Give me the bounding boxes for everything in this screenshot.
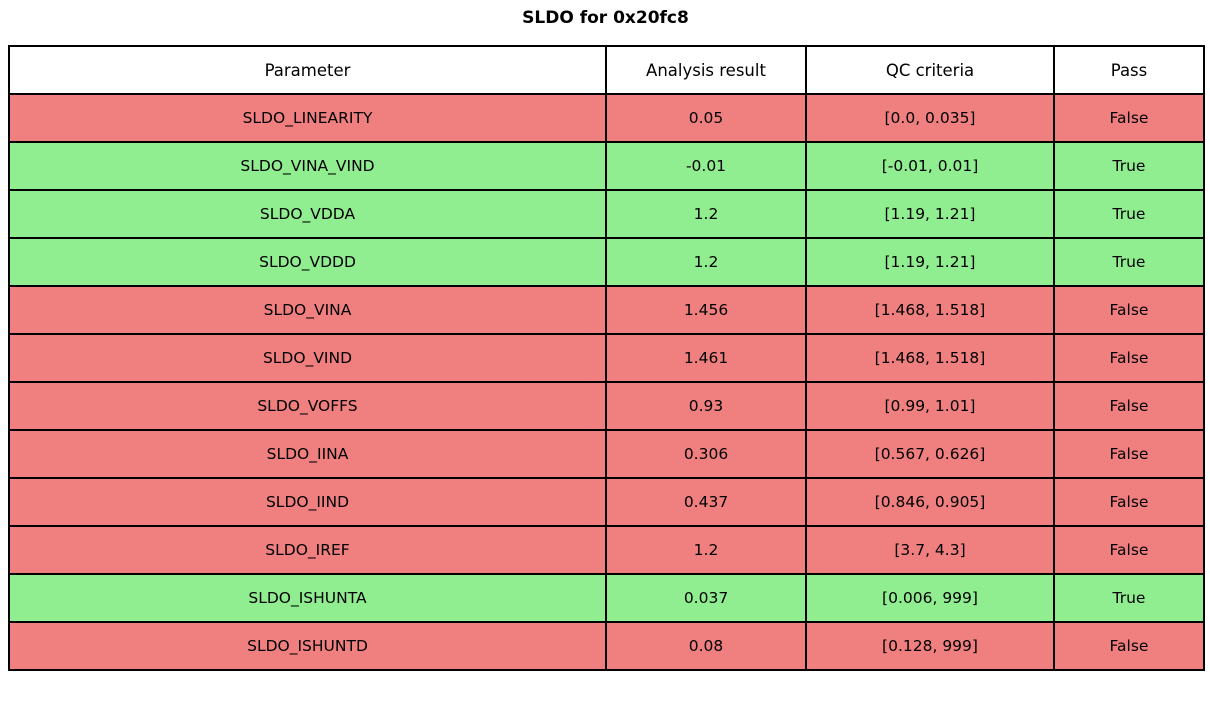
pass-cell: False <box>1053 525 1205 575</box>
table-row: SLDO_IINA 0.306 [0.567, 0.626] False <box>8 429 1205 479</box>
qc-criteria-cell: [0.99, 1.01] <box>805 381 1055 431</box>
pass-cell: False <box>1053 477 1205 527</box>
qc-criteria-cell: [3.7, 4.3] <box>805 525 1055 575</box>
parameter-cell: SLDO_LINEARITY <box>8 93 607 143</box>
qc-criteria-cell: [-0.01, 0.01] <box>805 141 1055 191</box>
qc-criteria-cell: [1.468, 1.518] <box>805 333 1055 383</box>
analysis-result-cell: 1.2 <box>605 189 807 239</box>
table-row: SLDO_VIND 1.461 [1.468, 1.518] False <box>8 333 1205 383</box>
parameter-cell: SLDO_VDDA <box>8 189 607 239</box>
column-header-parameter: Parameter <box>8 45 607 95</box>
qc-criteria-cell: [0.846, 0.905] <box>805 477 1055 527</box>
analysis-result-cell: 0.306 <box>605 429 807 479</box>
parameter-cell: SLDO_VDDD <box>8 237 607 287</box>
pass-cell: False <box>1053 381 1205 431</box>
header-row: Parameter Analysis result QC criteria Pa… <box>8 45 1205 95</box>
pass-cell: True <box>1053 237 1205 287</box>
qc-results-table: Parameter Analysis result QC criteria Pa… <box>8 45 1205 671</box>
pass-cell: True <box>1053 573 1205 623</box>
analysis-result-cell: 1.456 <box>605 285 807 335</box>
parameter-cell: SLDO_IIND <box>8 477 607 527</box>
analysis-result-cell: 1.461 <box>605 333 807 383</box>
column-header-qc-criteria: QC criteria <box>805 45 1055 95</box>
column-header-analysis-result: Analysis result <box>605 45 807 95</box>
qc-criteria-cell: [0.006, 999] <box>805 573 1055 623</box>
pass-cell: False <box>1053 333 1205 383</box>
table-row: SLDO_LINEARITY 0.05 [0.0, 0.035] False <box>8 93 1205 143</box>
table-row: SLDO_VINA 1.456 [1.468, 1.518] False <box>8 285 1205 335</box>
qc-criteria-cell: [1.468, 1.518] <box>805 285 1055 335</box>
table-row: SLDO_VDDD 1.2 [1.19, 1.21] True <box>8 237 1205 287</box>
pass-cell: False <box>1053 93 1205 143</box>
table-row: SLDO_VOFFS 0.93 [0.99, 1.01] False <box>8 381 1205 431</box>
table-body: SLDO_LINEARITY 0.05 [0.0, 0.035] False SLDO_… <box>8 93 1205 671</box>
table-row: SLDO_ISHUNTD 0.08 [0.128, 999] False <box>8 621 1205 671</box>
parameter-cell: SLDO_IINA <box>8 429 607 479</box>
page-title: SLDO for 0x20fc8 <box>522 8 689 28</box>
analysis-result-cell: 1.2 <box>605 525 807 575</box>
qc-criteria-cell: [1.19, 1.21] <box>805 189 1055 239</box>
table-row: SLDO_ISHUNTA 0.037 [0.006, 999] True <box>8 573 1205 623</box>
qc-criteria-cell: [0.567, 0.626] <box>805 429 1055 479</box>
table-row: SLDO_IIND 0.437 [0.846, 0.905] False <box>8 477 1205 527</box>
parameter-cell: SLDO_ISHUNTA <box>8 573 607 623</box>
qc-criteria-cell: [1.19, 1.21] <box>805 237 1055 287</box>
analysis-result-cell: 0.437 <box>605 477 807 527</box>
table-row: SLDO_VINA_VIND -0.01 [-0.01, 0.01] True <box>8 141 1205 191</box>
analysis-result-cell: -0.01 <box>605 141 807 191</box>
parameter-cell: SLDO_VIND <box>8 333 607 383</box>
analysis-result-cell: 0.08 <box>605 621 807 671</box>
analysis-result-cell: 0.05 <box>605 93 807 143</box>
parameter-cell: SLDO_VINA <box>8 285 607 335</box>
parameter-cell: SLDO_IREF <box>8 525 607 575</box>
table-row: SLDO_IREF 1.2 [3.7, 4.3] False <box>8 525 1205 575</box>
parameter-cell: SLDO_VOFFS <box>8 381 607 431</box>
pass-cell: False <box>1053 285 1205 335</box>
pass-cell: True <box>1053 141 1205 191</box>
parameter-cell: SLDO_ISHUNTD <box>8 621 607 671</box>
qc-criteria-cell: [0.128, 999] <box>805 621 1055 671</box>
pass-cell: True <box>1053 189 1205 239</box>
analysis-result-cell: 1.2 <box>605 237 807 287</box>
table-row: SLDO_VDDA 1.2 [1.19, 1.21] True <box>8 189 1205 239</box>
column-header-pass: Pass <box>1053 45 1205 95</box>
parameter-cell: SLDO_VINA_VIND <box>8 141 607 191</box>
analysis-result-cell: 0.037 <box>605 573 807 623</box>
analysis-result-cell: 0.93 <box>605 381 807 431</box>
pass-cell: False <box>1053 621 1205 671</box>
pass-cell: False <box>1053 429 1205 479</box>
table-header: Parameter Analysis result QC criteria Pa… <box>8 45 1205 95</box>
qc-criteria-cell: [0.0, 0.035] <box>805 93 1055 143</box>
